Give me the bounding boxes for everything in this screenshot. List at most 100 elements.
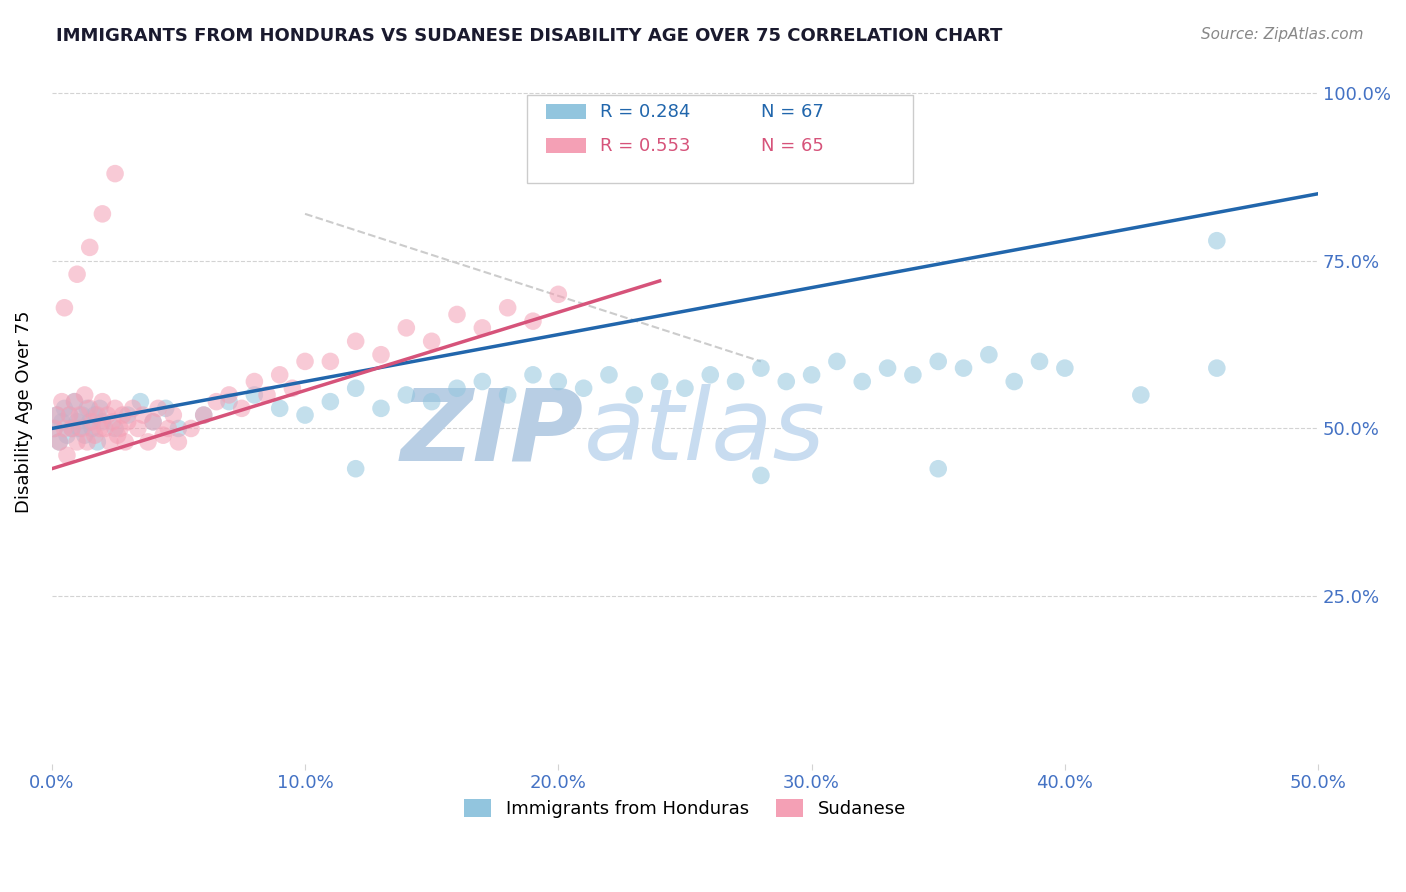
Point <box>117 408 139 422</box>
Point <box>53 421 76 435</box>
Point <box>53 401 76 416</box>
Point <box>256 388 278 402</box>
Point <box>146 401 169 416</box>
Point <box>269 368 291 382</box>
Point <box>547 287 569 301</box>
Point <box>162 408 184 422</box>
Point <box>73 428 96 442</box>
Point <box>44 421 66 435</box>
Point <box>294 408 316 422</box>
Point <box>51 415 73 429</box>
Point <box>471 321 494 335</box>
Text: R = 0.284: R = 0.284 <box>600 103 690 120</box>
Point <box>370 348 392 362</box>
Point <box>749 361 772 376</box>
Text: N = 65: N = 65 <box>761 136 824 154</box>
Point <box>420 394 443 409</box>
Point <box>218 388 240 402</box>
Point <box>60 421 83 435</box>
Point <box>1053 361 1076 376</box>
Point <box>108 421 131 435</box>
Point <box>107 428 129 442</box>
Legend: Immigrants from Honduras, Sudanese: Immigrants from Honduras, Sudanese <box>457 791 912 825</box>
Point <box>79 401 101 416</box>
Point <box>446 308 468 322</box>
Text: N = 67: N = 67 <box>761 103 824 120</box>
Point <box>673 381 696 395</box>
Point <box>1205 234 1227 248</box>
Point <box>69 408 91 422</box>
Point <box>45 408 67 422</box>
Point <box>572 381 595 395</box>
Point <box>395 388 418 402</box>
Point <box>193 408 215 422</box>
Point <box>231 401 253 416</box>
Point <box>56 448 79 462</box>
Point <box>117 415 139 429</box>
Point <box>446 381 468 395</box>
Point <box>155 401 177 416</box>
Point <box>104 401 127 416</box>
Point <box>269 401 291 416</box>
Point <box>344 461 367 475</box>
Point <box>344 381 367 395</box>
Point <box>775 375 797 389</box>
Point <box>598 368 620 382</box>
Point <box>58 408 80 422</box>
Point <box>94 421 117 435</box>
Point <box>66 267 89 281</box>
Point <box>167 421 190 435</box>
Point <box>82 415 104 429</box>
Point <box>281 381 304 395</box>
Point <box>344 334 367 349</box>
Point <box>70 421 93 435</box>
Point <box>876 361 898 376</box>
Point <box>851 375 873 389</box>
Point <box>79 240 101 254</box>
Point <box>1002 375 1025 389</box>
Point <box>294 354 316 368</box>
Point <box>58 408 80 422</box>
Point <box>104 167 127 181</box>
Point <box>142 415 165 429</box>
Point <box>420 334 443 349</box>
Point <box>927 461 949 475</box>
Text: R = 0.553: R = 0.553 <box>600 136 690 154</box>
FancyBboxPatch shape <box>546 104 586 120</box>
Point <box>901 368 924 382</box>
Point <box>471 375 494 389</box>
Point <box>66 434 89 449</box>
Point <box>623 388 645 402</box>
Point <box>243 375 266 389</box>
Point <box>193 408 215 422</box>
Point <box>952 361 974 376</box>
Point <box>699 368 721 382</box>
Point <box>56 428 79 442</box>
Point <box>82 421 104 435</box>
Point <box>395 321 418 335</box>
Point <box>522 368 544 382</box>
Point <box>1129 388 1152 402</box>
Point <box>205 394 228 409</box>
Point <box>129 394 152 409</box>
Point <box>977 348 1000 362</box>
Point <box>44 421 66 435</box>
Point <box>180 421 202 435</box>
Point <box>70 408 93 422</box>
Point <box>89 421 111 435</box>
Point <box>319 354 342 368</box>
Point <box>370 401 392 416</box>
Point <box>1028 354 1050 368</box>
Point <box>142 415 165 429</box>
Point <box>522 314 544 328</box>
Text: atlas: atlas <box>583 384 825 482</box>
Point <box>121 401 143 416</box>
Point <box>48 434 70 449</box>
Point <box>60 421 83 435</box>
Point <box>53 301 76 315</box>
Point <box>167 434 190 449</box>
Point <box>496 388 519 402</box>
Point <box>86 408 108 422</box>
Point <box>51 394 73 409</box>
Text: IMMIGRANTS FROM HONDURAS VS SUDANESE DISABILITY AGE OVER 75 CORRELATION CHART: IMMIGRANTS FROM HONDURAS VS SUDANESE DIS… <box>56 27 1002 45</box>
